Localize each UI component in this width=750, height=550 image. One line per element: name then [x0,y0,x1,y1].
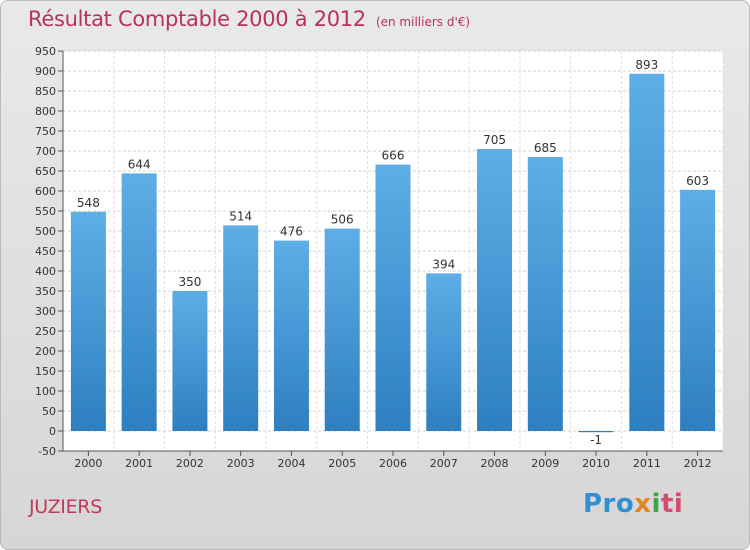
proxiti-logo[interactable]: Proxiti [583,489,683,519]
bar [527,157,563,431]
logo-part-4: ti [660,489,684,519]
value-label: -1 [590,433,602,447]
value-label: 514 [229,209,252,223]
bar [578,431,614,433]
y-tick-label: 800 [35,105,56,118]
y-tick-label: 350 [35,285,56,298]
y-tick-label: 100 [35,385,56,398]
x-tick-label: 2008 [481,457,509,470]
bar [629,73,665,432]
bars [70,73,716,433]
value-label: 666 [382,149,405,163]
value-label: 506 [331,213,354,227]
value-label: 685 [534,141,557,155]
bar [426,273,462,431]
y-tick-label: 700 [35,145,56,158]
value-label: 603 [686,174,709,188]
y-tick-label: 250 [35,325,56,338]
x-tick-label: 2003 [227,457,255,470]
bar [680,189,716,431]
y-tick-label: -50 [38,445,56,458]
bar [273,240,309,431]
bar [70,211,106,431]
x-tick-label: 2005 [328,457,356,470]
y-tick-label: 750 [35,125,56,138]
x-tick-label: 2002 [176,457,204,470]
logo-part-2: x [634,489,652,519]
y-tick-label: 0 [49,425,56,438]
y-tick-label: 650 [35,165,56,178]
y-tick-label: 450 [35,245,56,258]
x-tick-label: 2000 [74,457,102,470]
x-tick-label: 2012 [684,457,712,470]
logo-part-3: i [651,489,661,519]
x-tick-label: 2009 [531,457,559,470]
value-label: 705 [483,133,506,147]
logo-part-1: Pro [583,489,635,519]
value-label: 893 [635,58,658,72]
x-tick-label: 2001 [125,457,153,470]
y-tick-label: 150 [35,365,56,378]
x-tick-label: 2007 [430,457,458,470]
bar [375,164,411,431]
value-label: 394 [432,257,455,271]
labels: -50 0 50 100 150 200 250 300 350 400 450 500 550 600 6… [35,45,712,470]
chart-title: Résultat Comptable 2000 à 2012 (en millie… [28,7,470,31]
y-tick-label: 500 [35,225,56,238]
bar [121,173,157,431]
bar [223,225,259,431]
bar [324,228,360,431]
y-tick-label: 950 [35,45,56,58]
x-tick-label: 2006 [379,457,407,470]
y-tick-label: 600 [35,185,56,198]
x-tick-label: 2010 [582,457,610,470]
value-label: 548 [77,196,100,210]
y-tick-label: 900 [35,65,56,78]
title-text: Résultat Comptable 2000 à 2012 [28,7,366,31]
commune-name: JUZIERS [29,496,102,518]
y-tick-label: 300 [35,305,56,318]
bar [172,291,208,431]
y-tick-label: 50 [42,405,56,418]
y-tick-label: 850 [35,85,56,98]
value-label: 350 [178,275,201,289]
axes [58,50,723,456]
x-tick-label: 2004 [277,457,305,470]
y-tick-label: 200 [35,345,56,358]
value-label: 644 [128,157,151,171]
y-tick-label: 400 [35,265,56,278]
unit-text: (en milliers d'€) [375,15,471,29]
bar [477,149,513,431]
value-label: 476 [280,225,303,239]
y-tick-label: 550 [35,205,56,218]
x-tick-label: 2011 [633,457,661,470]
